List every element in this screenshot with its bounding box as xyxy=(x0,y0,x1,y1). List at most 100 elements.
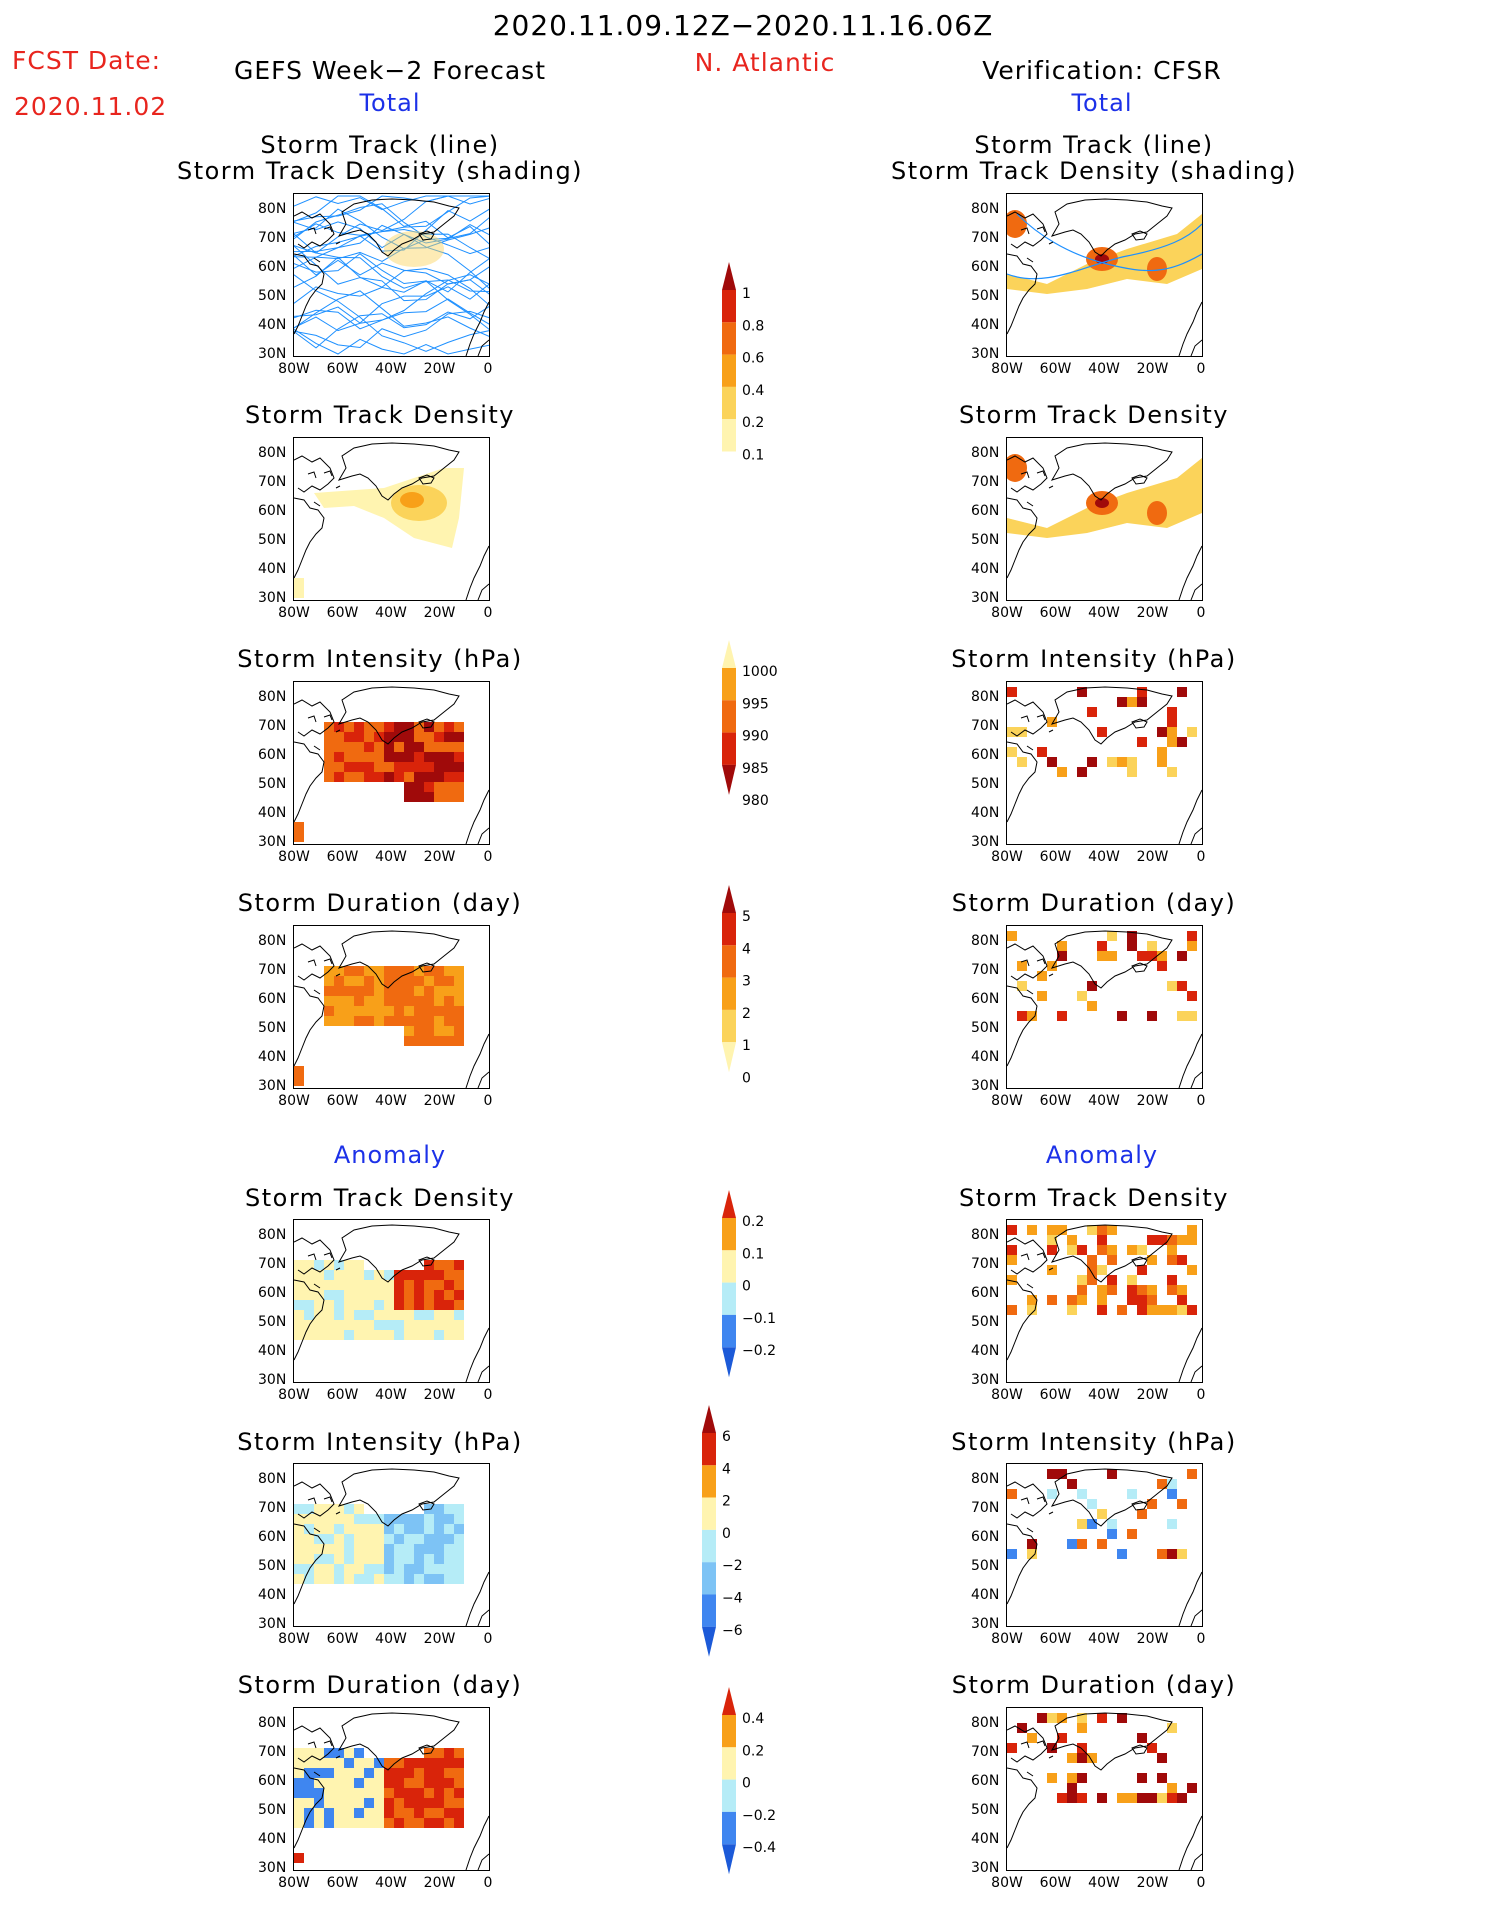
lat-tick-label: 30N xyxy=(971,1078,1000,1094)
lon-tick-label: 60W xyxy=(1039,361,1072,377)
colorbar-tick-label: 995 xyxy=(742,696,769,712)
colorbar-arrow xyxy=(722,1347,736,1378)
cfsr-storm-track-map: 80N 70N 60N 50N 40N 30N 80W 60W 40W 20W 0 xyxy=(971,193,1205,376)
lat-tick-label: 30N xyxy=(971,834,1000,850)
lat-tick-label: 50N xyxy=(971,776,1000,792)
colorbar-tick-label: −0.4 xyxy=(742,1840,776,1856)
map-canvas xyxy=(1007,1468,1202,1626)
lon-tick-label: 80W xyxy=(991,605,1023,621)
lat-tick-label: 50N xyxy=(258,288,287,304)
lon-tick-label: 0 xyxy=(483,1631,493,1647)
lat-tick-label: 30N xyxy=(258,1078,287,1094)
colorbar-tick-label: 0.2 xyxy=(742,1743,764,1759)
duration-colorbar: 5 4 3 2 1 0 xyxy=(722,885,751,1087)
colorbar-tick-label: 990 xyxy=(742,729,769,745)
colorbar-tick-label: 1 xyxy=(742,1038,751,1054)
colorbar-segment xyxy=(722,1314,736,1348)
duration-anomaly-colorbar: 0.4 0.2 0 −0.2 −0.4 xyxy=(722,1687,776,1875)
lon-tick-label: 60W xyxy=(326,361,359,377)
right-track-title-2: Storm Track Density (shading) xyxy=(890,157,1298,185)
lat-tick-label: 80N xyxy=(971,1715,1000,1731)
lat-tick-label: 70N xyxy=(971,230,1000,246)
colorbar-segment xyxy=(722,1218,736,1251)
density-colorbar: 1 0.8 0.6 0.4 0.2 0.1 xyxy=(722,262,764,464)
left-duration-anom-title: Storm Duration (day) xyxy=(237,1671,523,1699)
lat-tick-label: 70N xyxy=(971,718,1000,734)
lat-tick-label: 80N xyxy=(258,445,287,461)
lat-tick-label: 60N xyxy=(971,259,1000,275)
colorbar-tick-label: 0.8 xyxy=(742,318,764,334)
lon-tick-label: 40W xyxy=(1088,605,1120,621)
lon-tick-label: 60W xyxy=(326,849,359,865)
lon-tick-label: 0 xyxy=(1196,1875,1206,1891)
colorbar-tick-label: 5 xyxy=(742,909,751,925)
colorbar-tick-label: 2 xyxy=(742,1006,751,1022)
right-density-title: Storm Track Density xyxy=(959,401,1229,429)
left-intensity-title: Storm Intensity (hPa) xyxy=(237,645,523,673)
lat-tick-label: 40N xyxy=(258,317,287,333)
lat-tick-label: 60N xyxy=(258,747,287,763)
lat-tick-label: 30N xyxy=(258,1616,287,1632)
lat-tick-label: 70N xyxy=(258,718,287,734)
lat-tick-label: 40N xyxy=(258,1343,287,1359)
map-canvas xyxy=(1007,198,1202,356)
map-canvas xyxy=(1007,686,1202,844)
colorbar-arrow xyxy=(702,1405,716,1433)
lat-tick-label: 80N xyxy=(258,1227,287,1243)
lat-tick-label: 70N xyxy=(258,1256,287,1272)
lon-tick-label: 20W xyxy=(1136,1875,1169,1891)
cfsr-duration-map: 80N 70N 60N 50N 40N 30N 80W 60W 40W 20W 0 xyxy=(971,925,1205,1108)
lon-tick-label: 40W xyxy=(1088,1387,1120,1403)
lon-tick-label: 80W xyxy=(991,1631,1023,1647)
intensity-colorbar: 1000 995 990 985 980 xyxy=(722,640,778,809)
lat-tick-label: 60N xyxy=(258,1529,287,1545)
cfsr-intensity-anomaly-map: 80N 70N 60N 50N 40N 30N 80W 60W 40W 20W 0 xyxy=(971,1463,1205,1646)
colorbar-arrow xyxy=(722,262,736,290)
colorbar-tick-label: 1 xyxy=(742,286,751,302)
map-canvas xyxy=(1007,1712,1202,1870)
lat-tick-label: 50N xyxy=(258,1558,287,1574)
lon-tick-label: 60W xyxy=(326,1387,359,1403)
lon-tick-label: 20W xyxy=(423,605,456,621)
lat-tick-label: 40N xyxy=(971,317,1000,333)
lat-tick-label: 60N xyxy=(971,503,1000,519)
colorbar-segment xyxy=(722,419,736,452)
colorbar-segment xyxy=(722,1009,736,1043)
colorbar-tick-label: 0 xyxy=(742,1776,751,1792)
lon-tick-label: 80W xyxy=(991,1387,1023,1403)
lat-tick-label: 30N xyxy=(258,346,287,362)
lat-tick-label: 80N xyxy=(971,1471,1000,1487)
map-canvas xyxy=(294,686,489,844)
lat-tick-label: 40N xyxy=(258,1587,287,1603)
left-density-title: Storm Track Density xyxy=(245,401,515,429)
forecast-duration-anomaly-map: 80N 70N 60N 50N 40N 30N 80W 60W 40W 20W 0 xyxy=(258,1707,492,1890)
colorbar-segment xyxy=(722,732,736,765)
lat-tick-label: 60N xyxy=(258,259,287,275)
lon-tick-label: 40W xyxy=(375,1631,407,1647)
lat-tick-label: 50N xyxy=(971,1802,1000,1818)
colorbar-segment xyxy=(722,945,736,978)
period-title: 2020.11.09.12Z−2020.11.16.06Z xyxy=(492,9,994,42)
colorbar-tick-label: 0.1 xyxy=(742,1246,764,1262)
lat-tick-label: 30N xyxy=(258,1372,287,1388)
lat-tick-label: 50N xyxy=(258,776,287,792)
lon-tick-label: 40W xyxy=(375,361,407,377)
lat-tick-label: 60N xyxy=(971,1529,1000,1545)
lat-tick-label: 40N xyxy=(258,561,287,577)
lon-tick-label: 20W xyxy=(1136,849,1169,865)
map-canvas xyxy=(294,1468,489,1626)
colorbar-segment xyxy=(722,700,736,733)
lon-tick-label: 60W xyxy=(326,1875,359,1891)
colorbar-segment xyxy=(722,1250,736,1283)
colorbar-segment xyxy=(702,1465,716,1498)
colorbar-arrow xyxy=(722,640,736,668)
lon-tick-label: 80W xyxy=(278,605,310,621)
lat-tick-label: 40N xyxy=(971,561,1000,577)
map-canvas xyxy=(1007,1224,1202,1382)
lat-tick-label: 70N xyxy=(258,1744,287,1760)
lon-tick-label: 20W xyxy=(423,849,456,865)
lon-tick-label: 60W xyxy=(326,1093,359,1109)
colorbar-tick-label: 1000 xyxy=(742,664,778,680)
left-track-title-1: Storm Track (line) xyxy=(260,131,500,159)
colorbar-tick-label: 4 xyxy=(742,941,751,957)
